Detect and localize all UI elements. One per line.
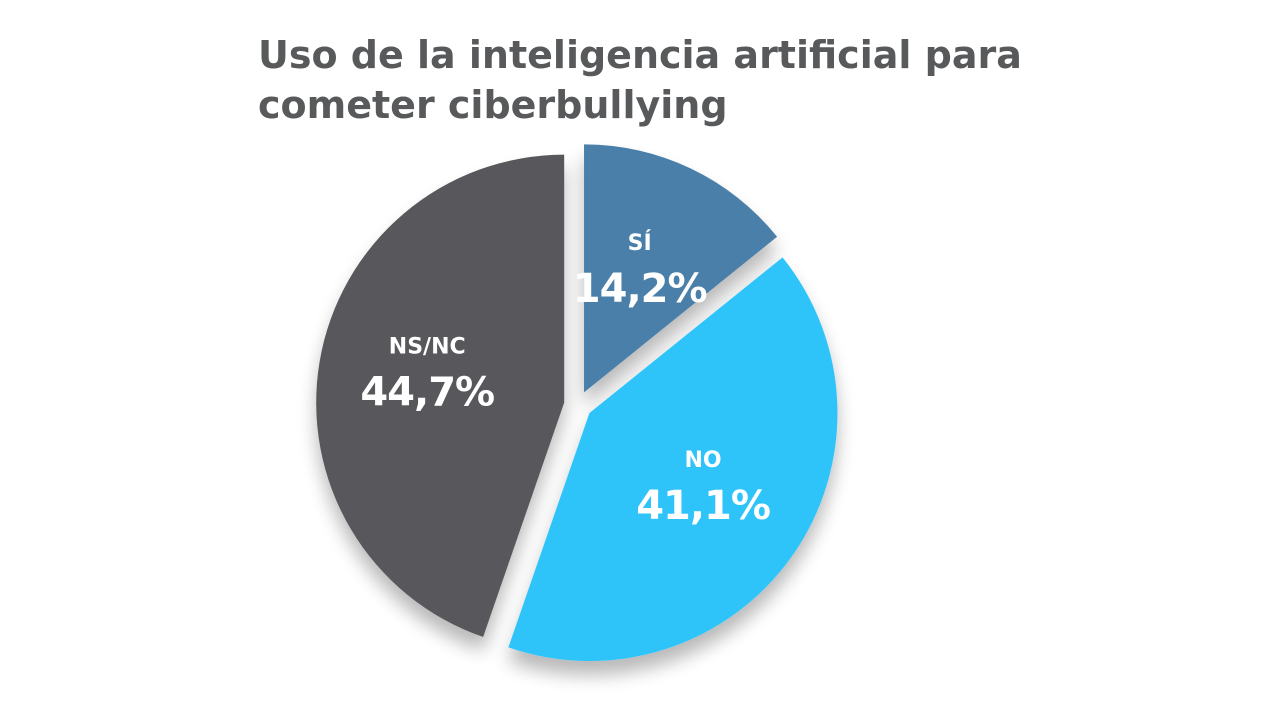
slice-label-ns-nc: NS/NC	[389, 335, 466, 360]
pie-slice-s	[584, 144, 778, 393]
slice-value-s: 14,2%	[573, 266, 707, 312]
pie-slice-no	[508, 257, 838, 662]
pie-slices	[316, 144, 838, 662]
slice-value-ns-nc: 44,7%	[360, 370, 494, 416]
slice-label-s: SÍ	[628, 230, 652, 256]
slice-label-no: NO	[685, 448, 722, 473]
slice-value-no: 41,1%	[636, 483, 770, 529]
pie-labels: SÍ 14,2% NO 41,1% NS/NC 44,7%	[360, 230, 771, 529]
pie-slice-ns-nc	[316, 154, 565, 638]
chart-title: Uso de la inteligencia artificial para c…	[258, 33, 1022, 127]
